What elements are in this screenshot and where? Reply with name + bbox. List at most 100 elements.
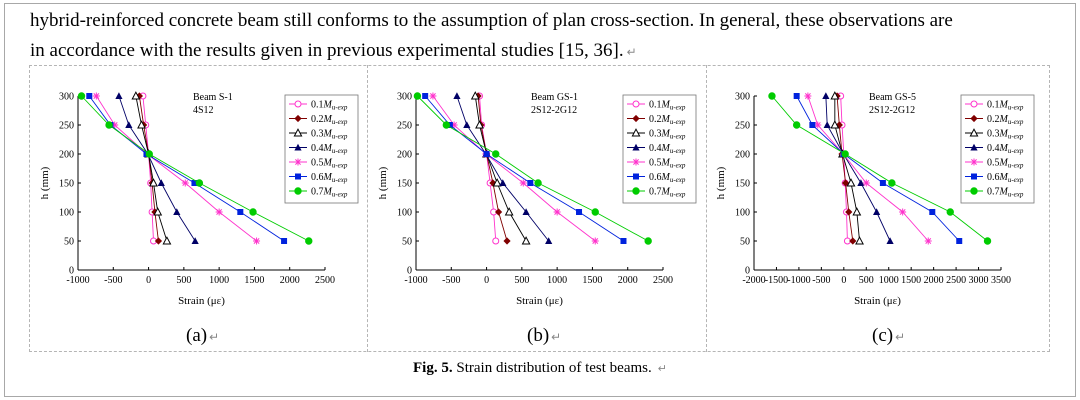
paragraph-mark-icon: ↵ [551, 330, 562, 344]
series-line [825, 95, 891, 242]
series-line [479, 95, 497, 242]
y-tick-label: 300 [735, 92, 750, 103]
x-tick-label: -500 [442, 275, 460, 286]
x-tick-label: 2000 [618, 275, 638, 286]
data-point [924, 237, 932, 245]
legend-marker-stroke [295, 159, 301, 165]
series-6 [77, 92, 313, 245]
data-point [929, 209, 936, 215]
legend-marker [294, 187, 302, 195]
data-point [879, 180, 886, 186]
paragraph-line-1: hybrid-reinforced concrete beam still co… [30, 10, 953, 32]
data-point [181, 179, 189, 187]
y-tick-label: 200 [735, 150, 750, 161]
data-point [576, 209, 583, 215]
data-point [162, 236, 172, 245]
paragraph-line-2-text: in accordance with the results given in … [30, 40, 624, 61]
legend-marker [632, 158, 640, 166]
x-tick-label: 3000 [969, 275, 989, 286]
figure-frame [29, 65, 1050, 352]
legend-marker [632, 143, 640, 151]
x-tick-label: -1000 [404, 275, 427, 286]
data-point-stroke [804, 93, 811, 99]
data-point [545, 237, 553, 244]
x-tick-label: 0 [484, 275, 489, 286]
legend-marker [969, 128, 979, 137]
paragraph-line-1-text: hybrid-reinforced concrete beam still co… [30, 10, 953, 31]
series-line [142, 95, 154, 242]
data-point [305, 237, 313, 245]
y-tick-label: 100 [735, 208, 750, 219]
y-tick-label: 100 [397, 208, 412, 219]
legend-label: 0.1Mu-exp [987, 100, 1024, 112]
paragraph-mark-icon: ↵ [626, 45, 637, 59]
y-tick-label: 0 [745, 266, 750, 277]
x-tick-label: 500 [176, 275, 191, 286]
data-point [822, 92, 830, 99]
legend-marker [970, 100, 978, 108]
legend-label: 0.5Mu-exp [311, 158, 348, 170]
x-tick-label: 1500 [582, 275, 602, 286]
series-2 [131, 91, 172, 245]
x-tick-label: 500 [859, 275, 874, 286]
series-line [771, 95, 988, 242]
y-tick-label: 200 [59, 150, 74, 161]
data-point [492, 150, 500, 158]
x-tick-label: 2500 [653, 275, 673, 286]
data-point [253, 237, 261, 245]
paragraph-mark-icon: ↵ [209, 330, 220, 344]
y-tick-label: 250 [59, 121, 74, 132]
y-axis-label: h (mm) [39, 166, 51, 199]
series-line [81, 95, 309, 242]
data-point [249, 208, 257, 216]
data-point [215, 208, 223, 216]
series-line [477, 95, 508, 242]
data-point [956, 238, 963, 244]
data-point [620, 238, 627, 244]
legend-label: 0.3Mu-exp [649, 129, 686, 141]
data-point [154, 237, 163, 245]
series-6 [413, 92, 652, 245]
chart-title: Beam GS-1 [531, 92, 578, 103]
y-tick-label: 150 [59, 179, 74, 190]
data-point [768, 92, 776, 100]
legend-label: 0.1Mu-exp [649, 100, 686, 112]
data-point [153, 207, 163, 216]
page-border [4, 3, 1076, 397]
data-point [191, 180, 198, 186]
figure-divider [706, 65, 707, 352]
paragraph-mark-icon: ↵ [657, 363, 667, 375]
legend-marker [970, 158, 978, 166]
series-5 [86, 93, 288, 244]
series-6 [768, 92, 992, 245]
data-point [804, 92, 812, 100]
y-tick-label: 150 [735, 179, 750, 190]
data-point [849, 237, 857, 245]
data-point [830, 91, 840, 100]
legend-marker [294, 158, 302, 166]
data-point [494, 208, 503, 216]
x-axis-label: Strain (με) [516, 295, 563, 307]
x-tick-label: -1500 [765, 275, 788, 286]
x-tick-label: -1000 [66, 275, 89, 286]
data-point [489, 179, 497, 187]
y-tick-label: 50 [740, 237, 750, 248]
y-tick-label: 100 [59, 208, 74, 219]
data-point [553, 208, 561, 216]
data-point [413, 92, 422, 100]
data-point-stroke [592, 238, 599, 244]
figure-divider [367, 65, 368, 352]
series-line [417, 95, 649, 242]
legend-marker [295, 173, 301, 180]
series-4 [804, 92, 932, 245]
data-point [809, 122, 816, 128]
data-point [886, 237, 894, 244]
figure-caption-label: Fig. 5. [413, 360, 453, 376]
y-tick-label: 0 [69, 266, 74, 277]
y-tick-label: 250 [735, 121, 750, 132]
data-point [281, 238, 288, 244]
strain-chart-c: -2000 -1500 -1000 -500 0 500 1000 1500 2000 2500 3… [715, 91, 1035, 307]
legend-label: 0.4Mu-exp [987, 143, 1024, 155]
x-tick-label: 1000 [879, 275, 899, 286]
series-line [95, 95, 257, 242]
